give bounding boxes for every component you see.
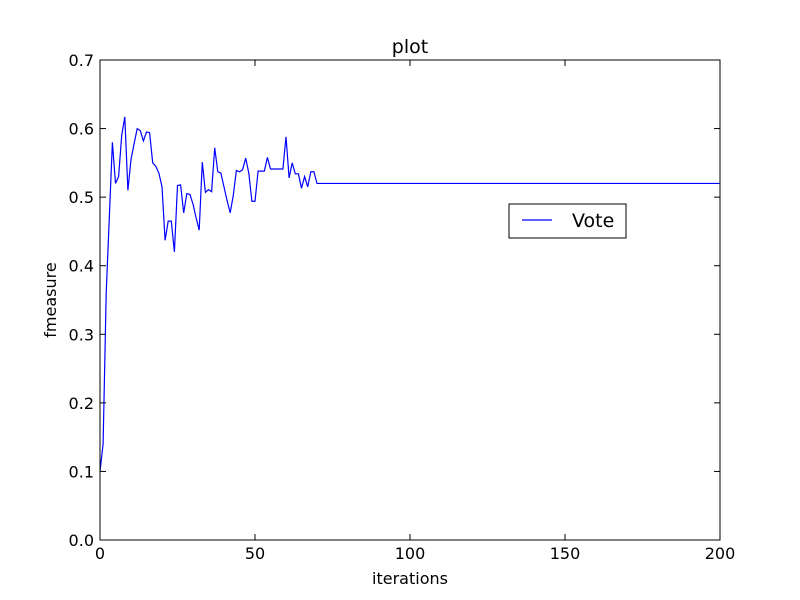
legend: Vote [508,203,627,239]
chart-title: plot [392,36,428,58]
x-axis-label: iterations [372,569,448,588]
y-tick-label: 0.7 [69,51,94,70]
y-tick-label: 0.2 [69,394,94,413]
x-tick-label: 200 [705,544,736,563]
y-tick-label: 0.6 [69,120,94,139]
x-tick-label: 100 [395,544,426,563]
y-axis-label: fmeasure [41,262,60,337]
plot-area [99,116,720,472]
y-tick-label: 0.0 [69,531,94,550]
legend-label-vote: Vote [572,210,614,232]
plot-frame [99,59,721,541]
y-tick-label: 0.1 [69,462,94,481]
y-tick-label: 0.5 [69,188,94,207]
x-tick-label: 0 [95,544,105,563]
y-tick-label: 0.4 [69,257,94,276]
axis-ticks: 0 50 100 150 200 0.0 0.1 0.2 0.3 0.4 0.5 0.6 0.7 [69,51,736,563]
series-line-vote [99,116,720,472]
y-tick-label: 0.3 [69,325,94,344]
legend-box [508,203,627,239]
x-tick-label: 150 [550,544,581,563]
x-tick-label: 50 [245,544,265,563]
